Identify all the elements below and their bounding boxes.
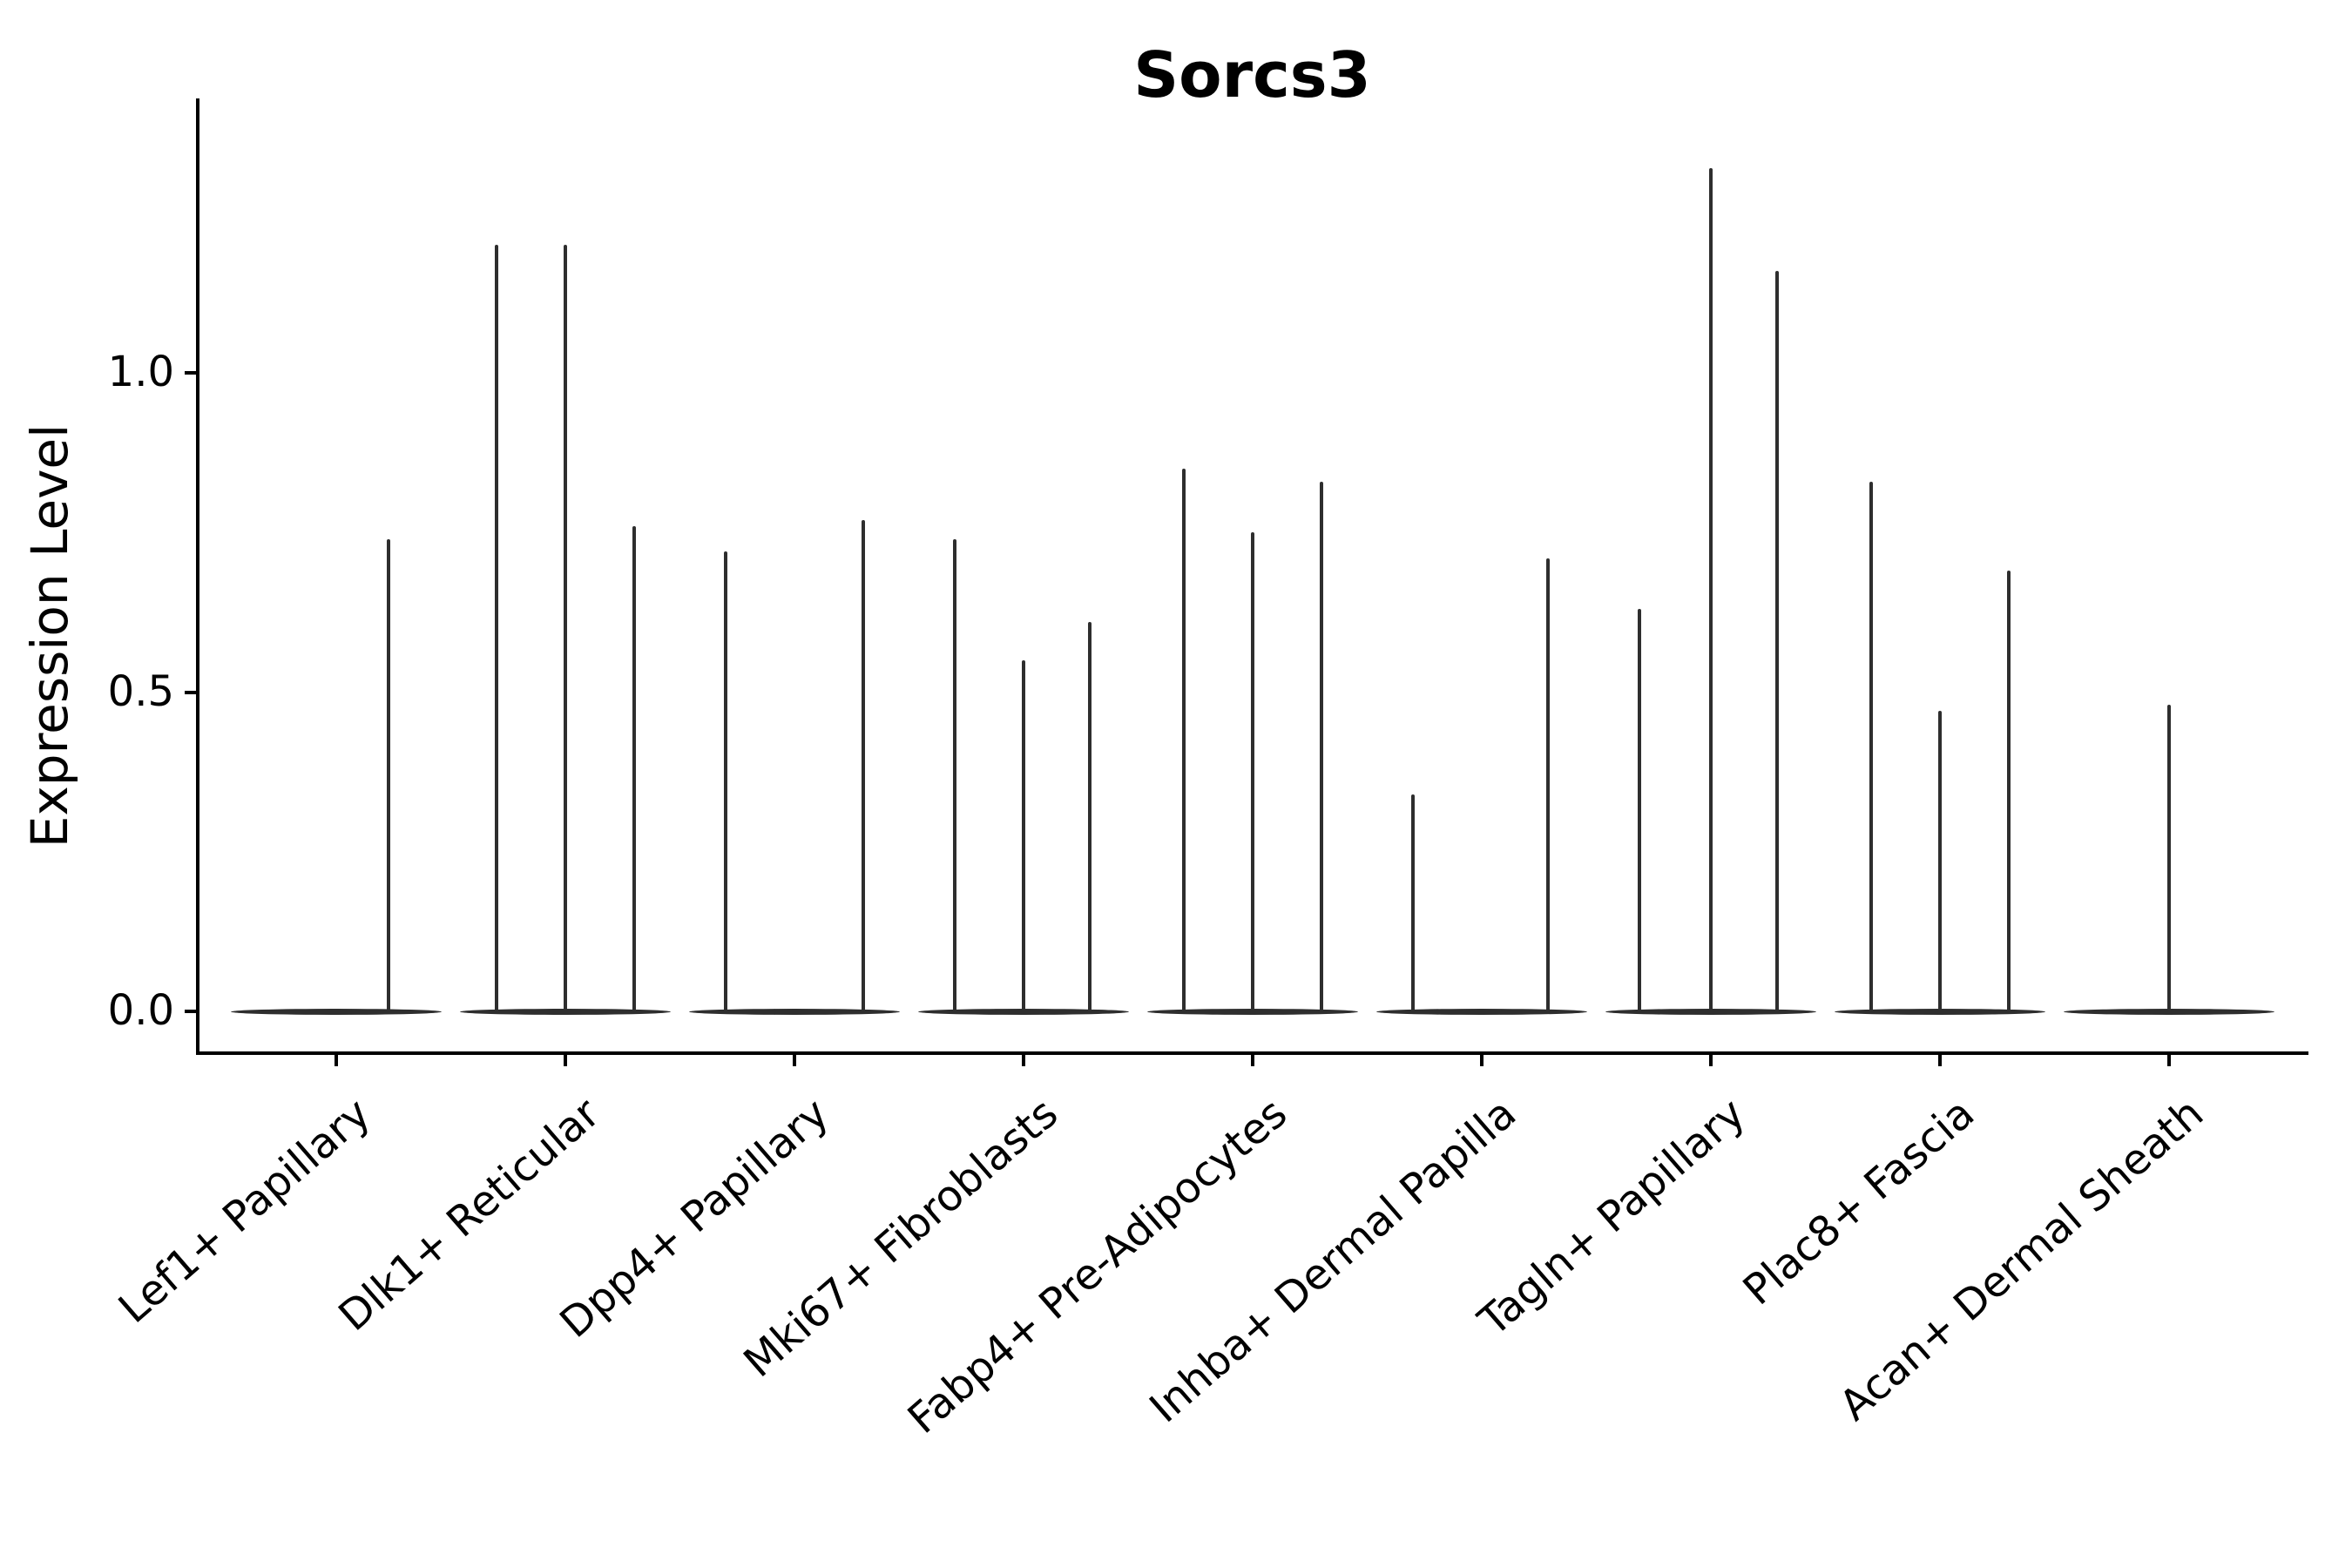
violin-spike (1638, 609, 1642, 1011)
violin-spike (861, 519, 865, 1011)
x-tick (1480, 1055, 1484, 1066)
x-axis-category-label: Fabp4+ Pre-Adipocytes (898, 1088, 1297, 1443)
violin-body (2064, 1008, 2274, 1015)
violin-spike (2006, 571, 2011, 1011)
violin-spike (1319, 481, 1323, 1011)
violin-body (1835, 1008, 2045, 1015)
violin-spike (953, 538, 957, 1011)
x-axis-spine (196, 1051, 2308, 1055)
violin-spike (1251, 532, 1254, 1011)
x-tick (1709, 1055, 1713, 1066)
violin-spike (495, 245, 499, 1011)
y-tick-label: 1.0 (107, 348, 174, 396)
x-axis-category-label: Acan+ Dermal Sheath (1830, 1088, 2213, 1430)
violin-spike (1088, 621, 1092, 1011)
x-axis-category-label: Mki67+ Fibroblasts (734, 1088, 1068, 1388)
y-axis-spine (196, 98, 199, 1055)
violin-body (1147, 1008, 1358, 1015)
y-tick-label: 0.0 (107, 986, 174, 1035)
y-axis-label: Expression Level (20, 423, 79, 848)
violin-body (460, 1008, 671, 1015)
x-tick (2167, 1055, 2171, 1066)
y-tick (185, 690, 196, 694)
violin-body (1605, 1008, 1816, 1015)
violin-spike (1546, 558, 1551, 1011)
y-tick-label: 0.5 (107, 666, 174, 716)
x-axis-category-label: Inhba+ Dermal Papilla (1140, 1088, 1526, 1433)
violin-spike (2167, 705, 2171, 1011)
x-axis-category-label: Tagln+ Papillary (1470, 1088, 1755, 1346)
x-axis-category-label: Dlk1+ Reticular (329, 1088, 610, 1342)
violin-spike (1709, 168, 1713, 1011)
violin-spike (1869, 481, 1874, 1011)
violin-spike (1182, 468, 1186, 1011)
violin-spike (1022, 659, 1025, 1011)
x-tick (564, 1055, 567, 1066)
x-tick (335, 1055, 338, 1066)
violin-spike (724, 551, 728, 1011)
violin-body (1376, 1008, 1587, 1015)
x-axis-category-label: Plac8+ Fascia (1734, 1088, 1984, 1315)
x-tick (1938, 1055, 1942, 1066)
x-axis-category-label: Dpp4+ Papillary (551, 1088, 839, 1348)
violin-spike (1411, 794, 1416, 1011)
chart-title: Sorcs3 (1133, 38, 1371, 112)
x-tick (1022, 1055, 1025, 1066)
x-tick (793, 1055, 796, 1066)
violin-spike (564, 245, 567, 1011)
violin-body (918, 1008, 1129, 1015)
violin-body (231, 1008, 442, 1015)
y-tick (185, 371, 196, 375)
violin-spike (632, 525, 636, 1011)
x-tick (1251, 1055, 1254, 1066)
violin-spike (387, 538, 391, 1011)
violin-spike (1938, 711, 1942, 1011)
y-tick (185, 1010, 196, 1013)
violin-spike (1775, 270, 1780, 1011)
violin-body (689, 1008, 900, 1015)
